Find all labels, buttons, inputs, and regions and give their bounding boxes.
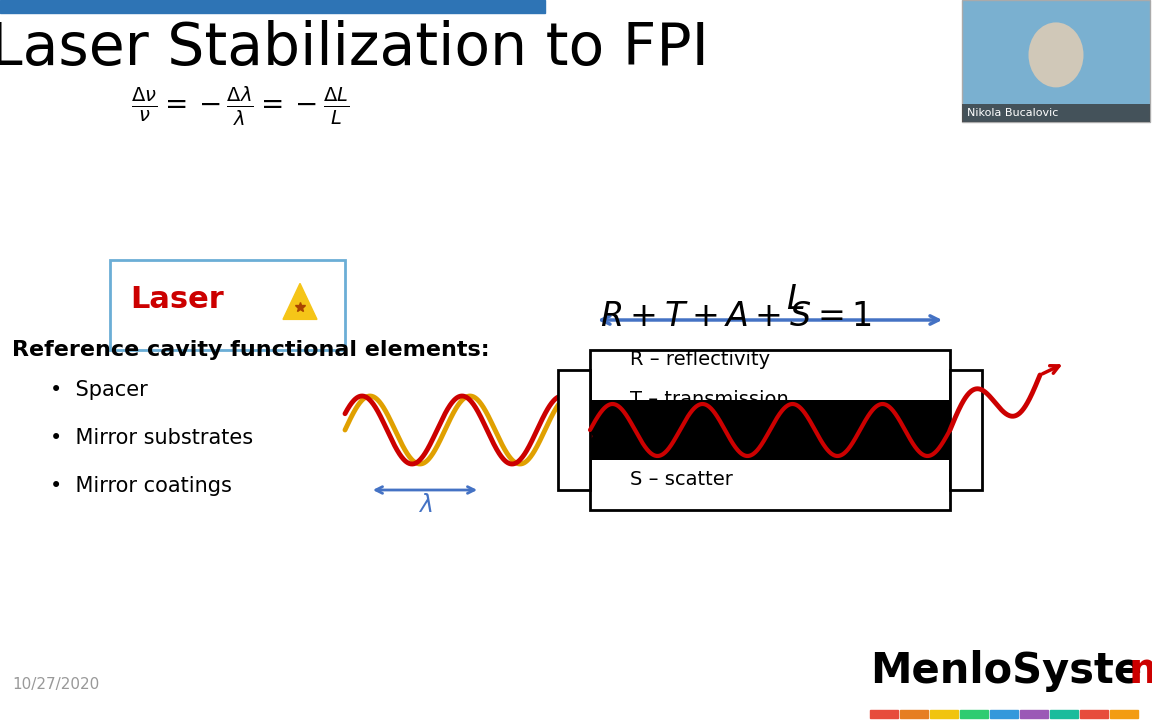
Polygon shape (283, 284, 317, 320)
Text: $\mathit{L}$: $\mathit{L}$ (786, 283, 804, 316)
Text: S – scatter: S – scatter (630, 470, 733, 489)
Text: 10/27/2020: 10/27/2020 (12, 677, 99, 692)
Text: $\lambda$: $\lambda$ (418, 493, 432, 517)
Text: Nikola Bucalovic: Nikola Bucalovic (967, 108, 1059, 118)
Bar (930, 710, 958, 718)
Bar (960, 710, 988, 718)
Text: •  Mirror coatings: • Mirror coatings (50, 476, 232, 496)
Bar (900, 710, 929, 718)
Bar (990, 710, 1018, 718)
Bar (0, 0, 545, 13)
Text: •  Mirror substrates: • Mirror substrates (50, 428, 253, 448)
Text: $\frac{\Delta\nu}{\nu} = -\frac{\Delta\lambda}{\lambda} = -\frac{\Delta L}{L}$: $\frac{\Delta\nu}{\nu} = -\frac{\Delta\l… (131, 85, 349, 128)
Bar (590, 350, 950, 510)
Bar (1020, 710, 1048, 718)
Bar (950, 370, 982, 490)
Bar (590, 400, 950, 460)
Text: Laser: Laser (130, 286, 223, 315)
Text: •  Spacer: • Spacer (50, 380, 147, 400)
Bar (558, 370, 590, 490)
Text: ms: ms (1128, 650, 1152, 692)
Bar (962, 0, 1150, 122)
Text: MenloSyste: MenloSyste (870, 650, 1142, 692)
Bar (1081, 710, 1108, 718)
Bar (962, 104, 1150, 122)
Bar (1111, 710, 1138, 718)
Text: R – reflectivity: R – reflectivity (630, 350, 771, 369)
Text: $\mathit{R} + \mathit{T} + \mathit{A} + \mathit{S} = 1$: $\mathit{R} + \mathit{T} + \mathit{A} + … (600, 300, 872, 333)
Bar (109, 260, 344, 350)
Bar (1049, 710, 1078, 718)
Text: A – absorption: A – absorption (630, 430, 770, 449)
Text: Reference cavity functional elements:: Reference cavity functional elements: (12, 340, 490, 360)
Bar (870, 710, 899, 718)
Ellipse shape (1029, 22, 1084, 87)
Text: Laser Stabilization to FPI: Laser Stabilization to FPI (0, 20, 708, 77)
Text: T – transmission: T – transmission (630, 390, 789, 409)
